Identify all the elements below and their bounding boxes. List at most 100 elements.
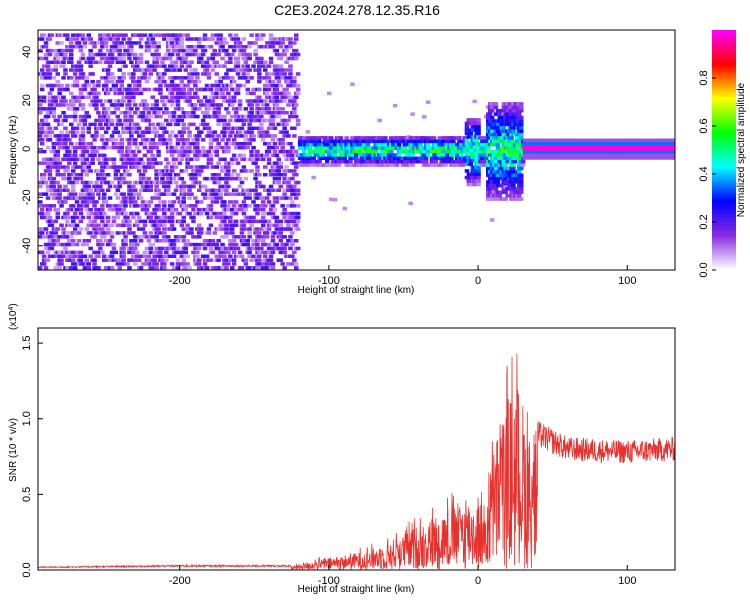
- heat-cell: [47, 72, 53, 76]
- heat-cell: [200, 242, 206, 247]
- heat-cell: [92, 122, 97, 127]
- heat-cell: [247, 204, 252, 208]
- heat-cell: [72, 111, 78, 115]
- heat-cell: [146, 45, 152, 49]
- heat-cell: [181, 33, 186, 37]
- heat-cell: [103, 45, 109, 49]
- heat-cell: [249, 169, 254, 173]
- heat-cell: [239, 169, 245, 173]
- heat-cell: [131, 149, 136, 154]
- heat-cell: [284, 87, 289, 92]
- heat-cell: [210, 196, 216, 200]
- heat-cell: [162, 204, 167, 208]
- heat-cell: [208, 157, 214, 161]
- heat-cell: [51, 204, 57, 208]
- heat-cell: [181, 48, 186, 53]
- heat-cell: [189, 142, 194, 146]
- heat-cell: [140, 173, 146, 177]
- heat-cell: [90, 99, 95, 103]
- heat-cell: [142, 219, 148, 224]
- heat-cell: [125, 169, 130, 173]
- heat-cell: [249, 223, 254, 227]
- heat-cell: [103, 223, 109, 227]
- heat-cell: [280, 142, 285, 146]
- heat-cell: [193, 79, 198, 84]
- heat-cell: [200, 254, 206, 258]
- heat-cell: [121, 250, 126, 255]
- heat-cell: [272, 231, 278, 235]
- heat-cell: [41, 215, 47, 220]
- heat-cell: [218, 196, 223, 200]
- heat-cell: [69, 48, 74, 53]
- heat-cell: [167, 134, 173, 138]
- heat-cell: [127, 103, 132, 107]
- heat-cell: [231, 246, 237, 251]
- heat-cell: [162, 72, 167, 76]
- heat-cell: [253, 41, 258, 45]
- heat-cell: [127, 111, 132, 115]
- heat-cell: [276, 246, 281, 251]
- heat-cell: [292, 258, 297, 262]
- heat-cell: [123, 242, 128, 247]
- heat-cell: [497, 193, 503, 198]
- heat-cell: [136, 215, 142, 220]
- heat-cell: [441, 149, 446, 154]
- heat-cell: [270, 79, 276, 84]
- heat-cell: [84, 149, 89, 154]
- heat-cell: [133, 161, 138, 165]
- heat-cell: [261, 258, 266, 262]
- heat-cell: [136, 79, 142, 84]
- heat-cell: [204, 111, 210, 115]
- heat-cell: [204, 45, 210, 49]
- heat-cell: [80, 72, 86, 76]
- heat-cell: [119, 142, 124, 146]
- heat-cell: [208, 223, 214, 227]
- heat-cell: [226, 262, 231, 266]
- heat-cell: [94, 231, 99, 235]
- heat-cell: [226, 68, 231, 72]
- heat-cell: [197, 149, 202, 154]
- heat-cell: [138, 91, 144, 96]
- heat-cell: [294, 103, 299, 107]
- heat-cell: [189, 270, 194, 274]
- heat-cell: [39, 142, 45, 146]
- heat-cell: [212, 111, 217, 115]
- heat-cell: [127, 138, 132, 142]
- heat-cell: [86, 211, 91, 216]
- heat-cell: [138, 60, 144, 64]
- heat-cell: [96, 176, 101, 181]
- heat-cell: [131, 76, 136, 80]
- heat-cell: [214, 242, 219, 247]
- heat-cell: [206, 227, 212, 231]
- heat-cell: [226, 122, 231, 127]
- heat-cell: [92, 223, 97, 227]
- heat-cell: [208, 207, 214, 212]
- heat-cell: [45, 211, 51, 216]
- heat-cell: [148, 114, 153, 119]
- heat-cell: [181, 180, 186, 185]
- heat-cell: [61, 103, 66, 107]
- heat-cell: [160, 60, 165, 64]
- heat-cell: [164, 165, 169, 169]
- heat-cell: [216, 134, 221, 138]
- heat-cell: [189, 114, 194, 119]
- heat-cell: [199, 231, 204, 235]
- heat-cell: [59, 122, 64, 127]
- heat-cell: [154, 103, 159, 107]
- heat-cell: [167, 254, 173, 258]
- heat-cell: [47, 173, 53, 177]
- heat-cell: [135, 254, 140, 258]
- heat-cell: [142, 231, 148, 235]
- heat-cell: [158, 91, 163, 96]
- heat-cell: [104, 270, 109, 274]
- heat-cell: [214, 145, 219, 150]
- heat-cell: [468, 131, 473, 136]
- heat-cell: [261, 200, 266, 204]
- heat-cell: [169, 169, 175, 173]
- heat-cell: [212, 173, 217, 177]
- heat-cell: [197, 79, 202, 84]
- heat-cell: [493, 166, 499, 171]
- heat-cell: [63, 114, 68, 119]
- heat-cell: [261, 262, 266, 266]
- heat-cell: [181, 122, 186, 127]
